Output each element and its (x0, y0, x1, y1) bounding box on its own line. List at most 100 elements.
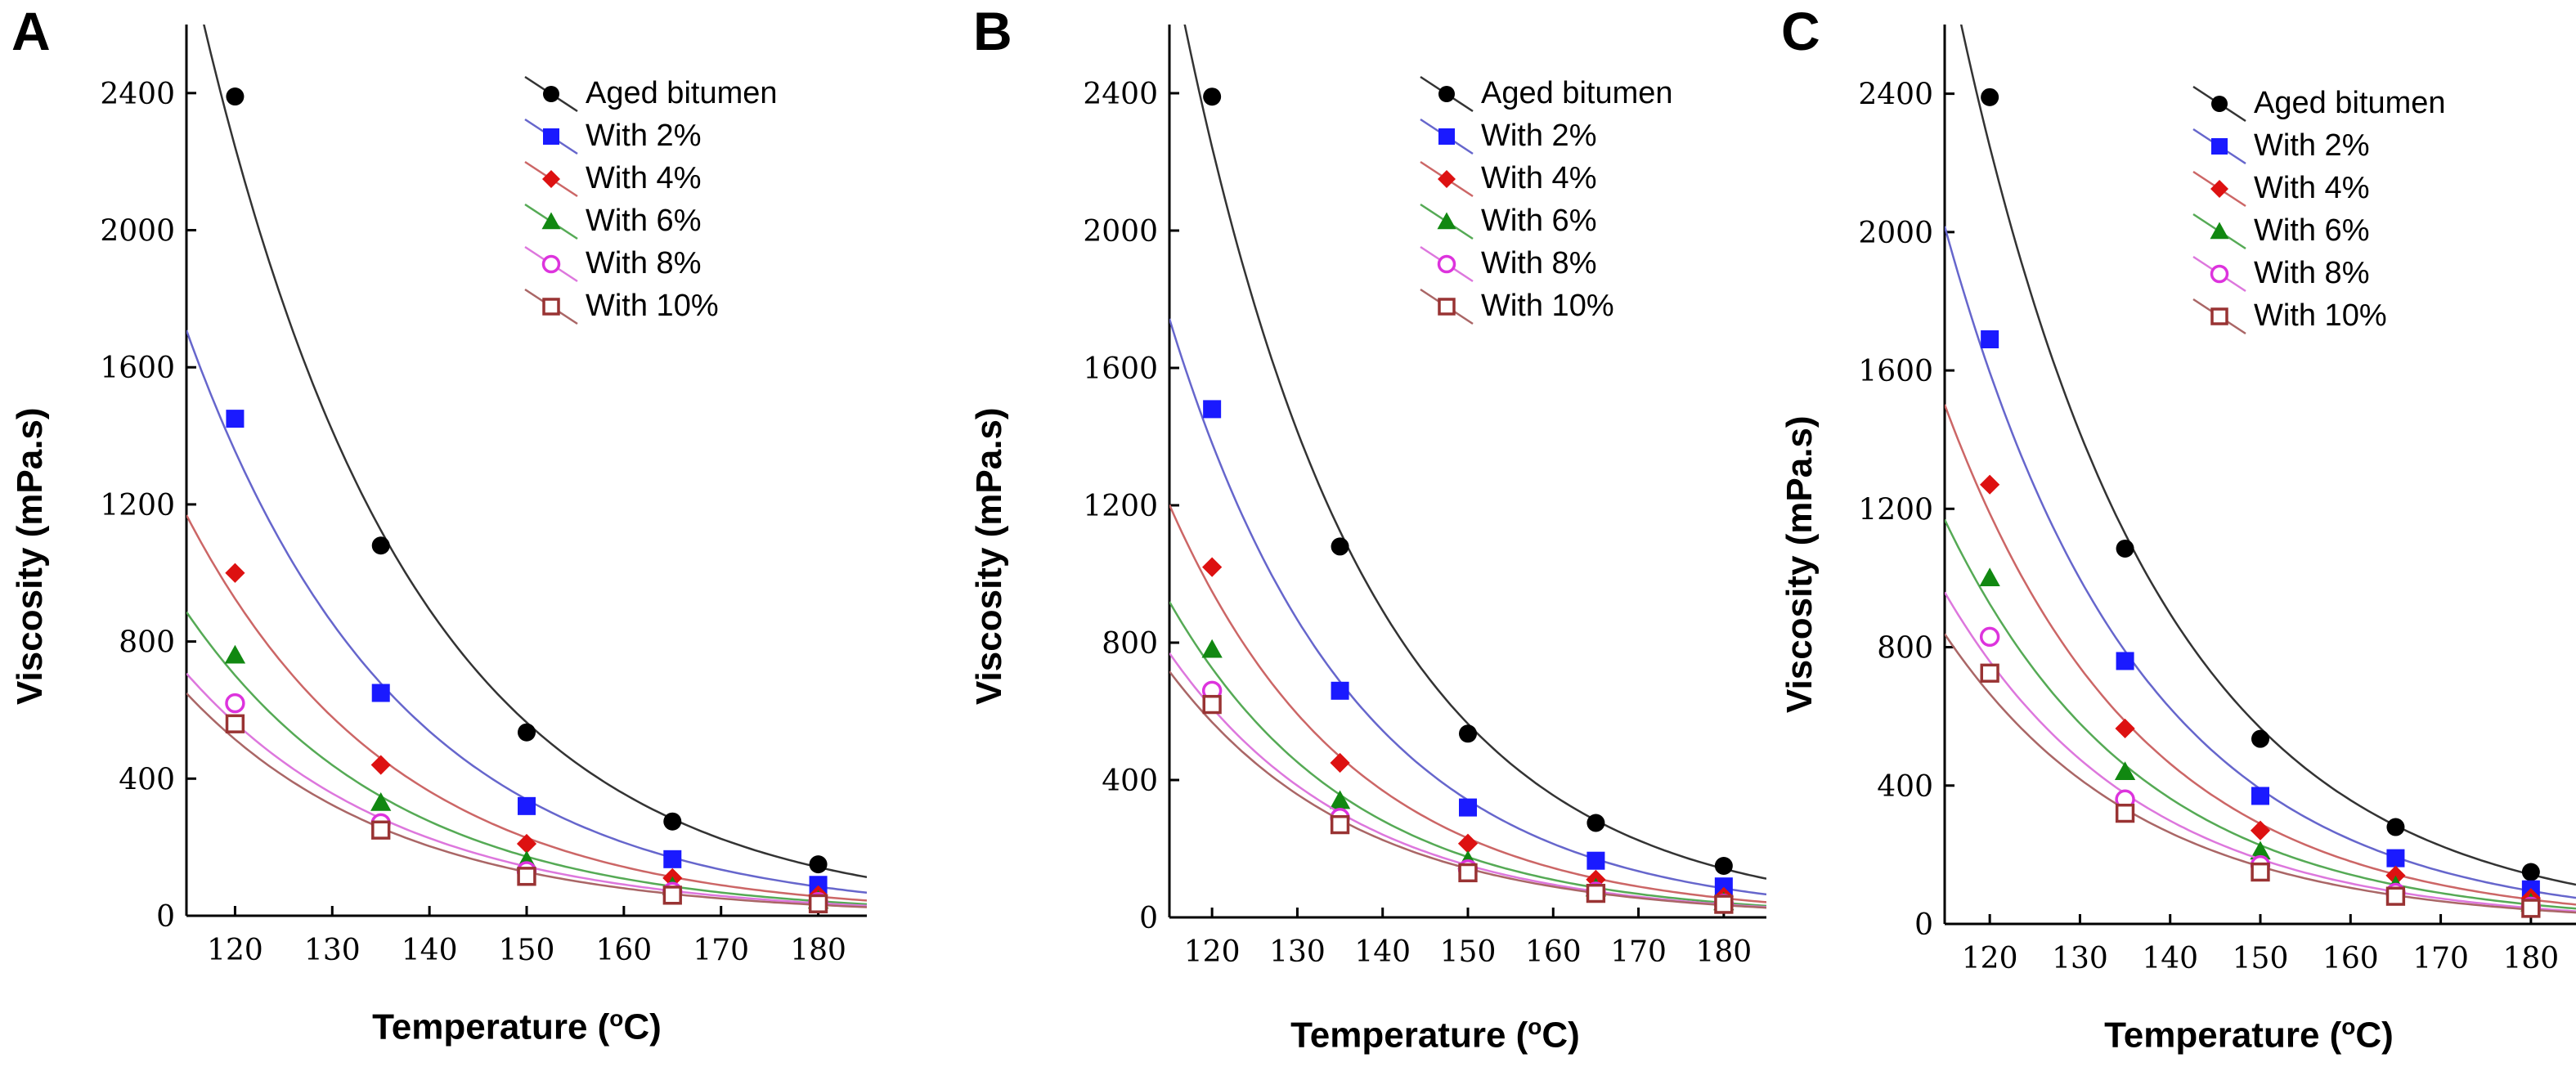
data-point (2251, 787, 2269, 805)
legend-entry: With 4% (1419, 157, 1673, 200)
legend-marker (2211, 138, 2228, 155)
x-axis-label-unit: C) (2355, 1015, 2394, 1056)
data-point (1459, 724, 1477, 743)
legend-marker (2210, 180, 2228, 198)
legend-marker (543, 128, 559, 145)
data-point (1203, 87, 1222, 106)
data-point (2250, 820, 2271, 841)
data-point (224, 644, 246, 664)
y-tick-label: 1200 (100, 489, 175, 522)
legend-entry: With 10% (2192, 294, 2446, 337)
x-axis-label-text: Temperature ( (1290, 1015, 1528, 1056)
x-axis-label-text: Temperature ( (372, 1007, 610, 1047)
legend-swatch (1420, 75, 1474, 113)
y-tick-label: 0 (1139, 902, 1158, 935)
legend-swatch (2192, 298, 2246, 335)
data-point (226, 410, 245, 428)
x-axis-label-degree: o (609, 1006, 624, 1031)
data-point (1981, 330, 1999, 348)
x-tick-label: 120 (1962, 942, 2018, 975)
x-tick-label: 180 (1695, 935, 1752, 969)
panel-a: A Viscosity (mPa.s) Temperature (oC) 0 40… (0, 0, 867, 1076)
legend-swatch (1420, 160, 1474, 198)
y-tick-label: 2400 (100, 78, 175, 111)
legend-label: With 4% (2254, 170, 2370, 205)
legend-marker (2210, 264, 2229, 284)
panel-c: C Viscosity (mPa.s) Temperature (oC) 0 40… (1766, 0, 2576, 1076)
x-tick-label: 140 (402, 934, 458, 967)
x-tick-label: 140 (1354, 935, 1411, 969)
data-point (225, 693, 245, 714)
data-point (1714, 877, 1733, 896)
x-tick-label: 120 (1184, 935, 1241, 969)
legend-swatch (2192, 85, 2246, 123)
data-point (516, 833, 537, 854)
x-axis-label-text: Temperature ( (2104, 1015, 2342, 1056)
legend-entry: Aged bitumen (523, 72, 778, 114)
legend-marker (541, 212, 561, 230)
x-tick-label: 120 (207, 934, 263, 967)
legend-marker (2210, 222, 2229, 240)
data-point (1458, 863, 1478, 883)
y-tick-label: 1200 (1083, 490, 1158, 523)
legend-swatch (524, 203, 578, 240)
legend-label: With 2% (2254, 128, 2370, 163)
data-point (2385, 886, 2406, 906)
x-tick-label: 170 (2412, 942, 2469, 975)
y-tick-label: 400 (119, 763, 175, 796)
legend-swatch (2192, 213, 2246, 250)
legend: Aged bitumen With 2% With 4% With 6% With 8%… (2192, 82, 2446, 337)
legend-swatch (1420, 118, 1474, 155)
data-point (1714, 857, 1733, 875)
data-point (1203, 400, 1222, 419)
data-point (1330, 752, 1350, 773)
legend-swatch (1420, 288, 1474, 325)
legend-label: With 2% (586, 118, 702, 153)
legend-entry: With 6% (1419, 200, 1673, 242)
x-tick-label: 150 (1440, 935, 1497, 969)
legend-label: With 8% (586, 245, 702, 280)
legend-label: With 4% (1481, 160, 1597, 195)
data-point (1586, 883, 1606, 903)
legend-marker (1438, 128, 1455, 145)
x-tick-label: 130 (2052, 942, 2108, 975)
legend-marker (1437, 254, 1456, 274)
data-point (1331, 537, 1349, 556)
panel-letter: B (973, 1, 1012, 61)
data-point (1459, 798, 1477, 817)
data-point (2115, 718, 2135, 739)
data-point (1981, 87, 1999, 106)
data-point (2386, 818, 2405, 836)
data-point (663, 850, 682, 868)
data-point (225, 714, 245, 733)
data-point (808, 894, 828, 913)
y-tick-label: 2400 (1858, 78, 1933, 112)
y-tick-label: 800 (1877, 632, 1933, 666)
legend-swatch (524, 288, 578, 325)
legend-entry: Aged bitumen (1419, 72, 1673, 114)
legend-entry: With 4% (523, 157, 778, 200)
legend-entry: With 4% (2192, 167, 2446, 209)
y-tick-label: 0 (1914, 908, 1933, 942)
legend-marker (1437, 212, 1456, 230)
data-point (2116, 652, 2134, 670)
data-point (1331, 681, 1349, 700)
legend-label: With 4% (586, 160, 702, 195)
data-point (1980, 474, 2000, 495)
plot-area: 0 400 800 1200 1600 2000 2400 120 130 140 150 160 17… (1083, 25, 1766, 969)
panel-b: B Viscosity (mPa.s) Temperature (oC) 0 40… (900, 0, 1766, 1076)
legend-entry: With 2% (1419, 114, 1673, 157)
data-point (2116, 539, 2134, 558)
x-tick-label: 130 (1269, 935, 1326, 969)
data-point (809, 855, 828, 874)
data-point (371, 684, 390, 702)
data-point (1586, 851, 1605, 870)
x-tick-label: 180 (790, 934, 846, 967)
x-axis-label: Temperature (oC) (190, 1006, 844, 1048)
plot-area: 0 400 800 1200 1600 2000 2400 120 130 140 150 160 17… (100, 25, 867, 967)
y-tick-label: 2400 (1083, 78, 1158, 111)
legend-label: With 10% (1481, 288, 1614, 323)
y-tick-label: 1200 (1858, 493, 1933, 527)
data-point (2521, 899, 2541, 918)
x-axis-label: Temperature (oC) (1116, 1014, 1754, 1056)
